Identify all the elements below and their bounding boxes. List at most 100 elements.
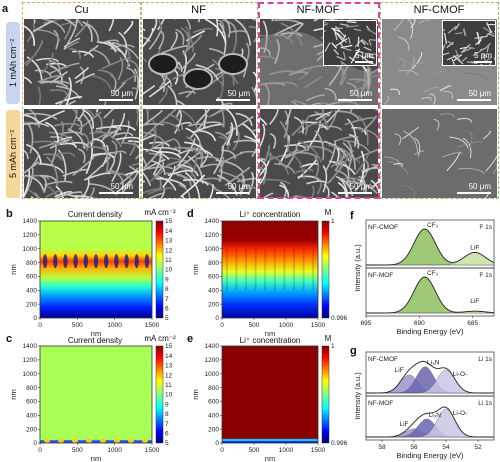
sem-image-cu-5mah: 50 μm bbox=[24, 109, 139, 198]
y-tick-label: 0 bbox=[33, 315, 37, 322]
dendrite-tip bbox=[134, 254, 139, 269]
colorbar bbox=[321, 220, 330, 319]
colorbar-tick-label: 1 bbox=[331, 343, 335, 350]
y-tick-label: 1000 bbox=[205, 371, 220, 378]
nucleation-site bbox=[86, 438, 92, 443]
nucleation-site bbox=[44, 438, 50, 443]
y-tick-label: 1400 bbox=[205, 218, 220, 225]
x-axis-label: Binding Energy (eV) bbox=[396, 327, 464, 336]
sem-inset: 5 μm bbox=[442, 20, 496, 66]
peak-label-1: Li₃N bbox=[429, 412, 442, 419]
heatmap-b: 0 200 400 600 800 1000 1200 1400 0 500 1000 1500 nm n… bbox=[9, 218, 173, 338]
dendrite-tip bbox=[144, 254, 150, 269]
x-axis-label: nm bbox=[91, 329, 101, 338]
peak-label-1: CF₃ bbox=[427, 270, 439, 277]
dendrite-tip bbox=[83, 254, 89, 269]
dendrite-tip bbox=[103, 254, 109, 269]
panel-f-label: f bbox=[350, 210, 354, 222]
scale-bar bbox=[216, 99, 250, 101]
xps-trace-nf-mof: NF-MOF Li 1s Li₃N LiF Li-O- bbox=[365, 395, 495, 441]
xps-trace-nf-cmof: NF-CMOF F 1s CF₃ LiF bbox=[365, 219, 495, 269]
sem-image-nf-mof-1mah: 50 μm 5 μm bbox=[260, 19, 378, 105]
plot-frame bbox=[221, 345, 319, 444]
concentration-field bbox=[222, 346, 318, 443]
scale-bar-label: 50 μm bbox=[227, 89, 250, 98]
y-tick-label: 1400 bbox=[23, 343, 38, 350]
peak-label-1: CF₃ bbox=[427, 222, 439, 229]
scale-bar bbox=[99, 99, 133, 101]
peak-label-2: LiF bbox=[395, 367, 404, 374]
y-axis-label: Intensity (a.u.) bbox=[353, 372, 362, 420]
x-axis-label: nm bbox=[265, 329, 275, 338]
y-axis-label: nm bbox=[191, 389, 200, 399]
x-tick-label: 500 bbox=[72, 322, 83, 329]
y-tick-label: 1000 bbox=[23, 246, 38, 253]
element-label: Li 1s bbox=[478, 356, 492, 363]
y-tick-label: 1200 bbox=[205, 357, 220, 364]
x-tick-label: 0 bbox=[38, 322, 42, 329]
envelope-line bbox=[366, 276, 495, 314]
colorbar-tick-label: 15 bbox=[165, 218, 173, 225]
panel-c-unit: mA cm⁻² bbox=[144, 334, 176, 343]
subplot-frame bbox=[365, 395, 495, 441]
element-label: F 1s bbox=[479, 272, 492, 279]
dendrite-tip bbox=[93, 254, 99, 269]
x-tick-label: 1500 bbox=[311, 447, 326, 454]
panel-e-unit: M bbox=[324, 334, 332, 343]
nucleation-site bbox=[100, 438, 106, 443]
colorbar-tick-label: 11 bbox=[165, 382, 172, 389]
field-background bbox=[40, 346, 152, 443]
colorbar-tick-label: 5 bbox=[165, 440, 169, 447]
nucleation-site bbox=[114, 438, 120, 443]
x-tick-label: 500 bbox=[249, 322, 260, 329]
dendrite-tip bbox=[53, 254, 58, 269]
colorbar-tick-label: 0.996 bbox=[331, 440, 348, 447]
y-tick-label: 600 bbox=[208, 399, 219, 406]
y-tick-label: 0 bbox=[215, 315, 219, 322]
xps-f: NF-CMOF F 1s CF₃ LiF NF-MOF F 1s CF₃ LiF 695 690 6… bbox=[353, 219, 495, 336]
sem-image-nf-1mah: 50 μm bbox=[143, 19, 256, 105]
x-tick-label: 1500 bbox=[311, 322, 326, 329]
nucleation-site bbox=[58, 438, 64, 443]
x-tick-label: 58 bbox=[378, 444, 386, 451]
colorbar-tick-label: 9 bbox=[165, 276, 169, 283]
scale-bar bbox=[338, 99, 372, 101]
colorbar-tick-label: 10 bbox=[165, 267, 173, 274]
dendrite-tip bbox=[73, 254, 78, 269]
scale-bar bbox=[457, 99, 491, 101]
peak-label-3: Li-O- bbox=[453, 410, 467, 417]
peak-label-2: LiF bbox=[470, 244, 479, 251]
dendrite-tip bbox=[114, 254, 119, 269]
x-tick-label: 0 bbox=[38, 447, 42, 454]
x-axis-label: Binding Energy (eV) bbox=[396, 451, 464, 460]
colorbar-tick-label: 11 bbox=[165, 257, 172, 264]
y-tick-label: 1400 bbox=[23, 218, 38, 225]
y-tick-label: 200 bbox=[26, 301, 37, 308]
sem-inset: 5 μm bbox=[323, 20, 377, 66]
x-tick-label: 685 bbox=[467, 320, 478, 327]
panel-c-label: c bbox=[6, 333, 13, 345]
colorbar-tick-label: 8 bbox=[165, 286, 169, 293]
x-tick-label: 0 bbox=[220, 447, 224, 454]
xps-panels: NF-CMOF F 1s CF₃ LiF NF-MOF F 1s CF₃ LiF 695 690 6… bbox=[353, 219, 495, 460]
colorbar-tick-label: 13 bbox=[165, 238, 173, 245]
y-tick-label: 800 bbox=[208, 260, 219, 267]
inset-scale-bar bbox=[474, 61, 492, 63]
sample-label: NF-CMOF bbox=[368, 224, 398, 231]
y-axis-label: nm bbox=[191, 264, 200, 274]
column-header-cu: Cu bbox=[74, 4, 89, 16]
subplot-frame bbox=[365, 267, 495, 317]
column-header-nf-mof: NF-MOF bbox=[296, 4, 340, 16]
element-label: F 1s bbox=[479, 224, 492, 231]
surface-layer bbox=[40, 440, 152, 443]
peak-label-2: LiF bbox=[399, 421, 408, 428]
sample-label: NF-CMOF bbox=[368, 356, 398, 363]
envelope-line bbox=[366, 228, 495, 266]
scale-bar bbox=[457, 192, 491, 194]
scale-bar bbox=[216, 192, 250, 194]
x-tick-label: 1500 bbox=[145, 447, 160, 454]
scale-bar-label: 50 μm bbox=[349, 182, 372, 191]
depletion-core bbox=[222, 441, 318, 443]
y-tick-label: 1200 bbox=[205, 232, 220, 239]
